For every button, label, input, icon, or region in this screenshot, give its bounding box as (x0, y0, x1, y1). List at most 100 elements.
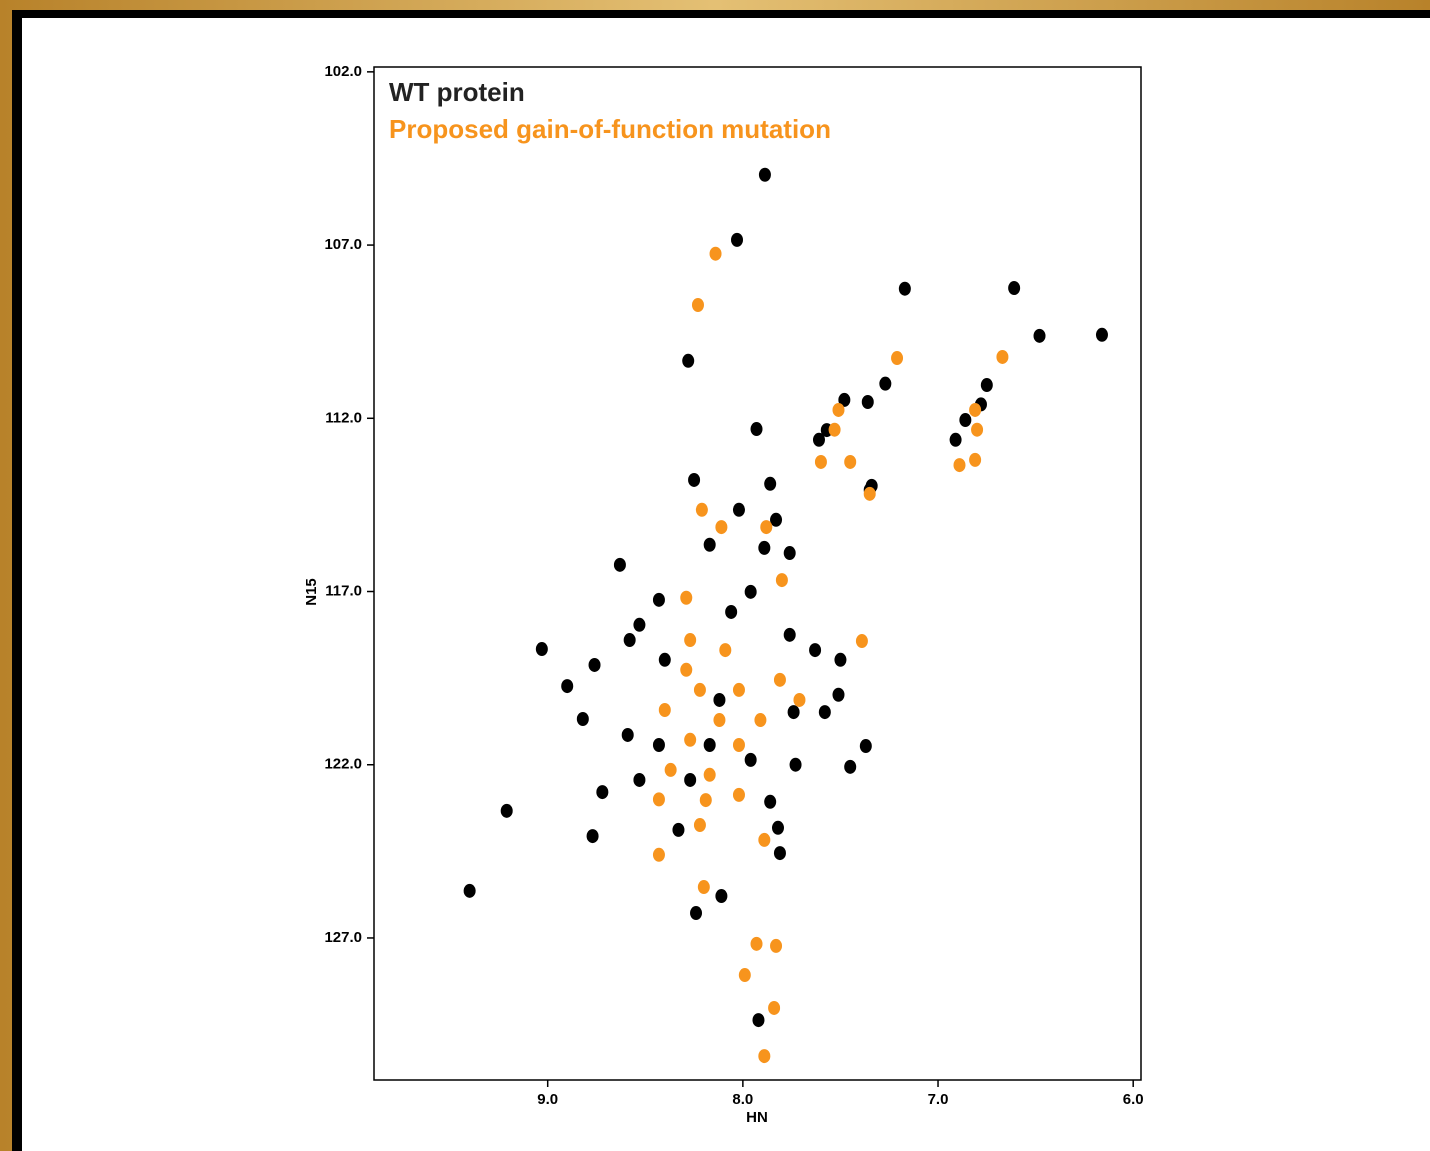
peak (770, 938, 783, 953)
peak (834, 652, 847, 667)
x-tick-label: 7.0 (928, 1091, 949, 1108)
x-tick-label: 9.0 (537, 1091, 558, 1108)
peak (715, 520, 728, 535)
peak (500, 803, 513, 818)
peak (684, 732, 697, 747)
peak (719, 643, 732, 658)
peak (1033, 328, 1046, 343)
peak (652, 737, 665, 752)
x-tick-label: 8.0 (732, 1091, 753, 1108)
peak (463, 883, 476, 898)
peak (969, 452, 982, 467)
peak (672, 822, 685, 837)
peak (832, 402, 845, 417)
peak (535, 642, 548, 657)
peak (682, 353, 695, 368)
peak (693, 818, 706, 833)
peak (695, 502, 708, 517)
peak (613, 557, 626, 572)
peak (758, 167, 771, 182)
peak (787, 705, 800, 720)
peak (809, 643, 822, 658)
peak (652, 847, 665, 862)
peak (771, 820, 784, 835)
peak (680, 590, 693, 605)
peak (814, 454, 827, 469)
peak (768, 1000, 781, 1015)
peak (688, 472, 701, 487)
plot-frame (373, 66, 1142, 1081)
peak (623, 633, 636, 648)
peak (855, 634, 868, 649)
x-axis-label: HN (746, 1109, 768, 1126)
peak (793, 692, 806, 707)
peak (752, 1013, 765, 1028)
peak (789, 757, 802, 772)
peak (561, 679, 574, 694)
peak (1095, 327, 1108, 342)
peak (959, 413, 972, 428)
y-tick-label: 127.0 (324, 929, 362, 946)
peak (738, 968, 751, 983)
peak (713, 713, 726, 728)
peak (588, 657, 601, 672)
y-axis-label: N15 (303, 578, 320, 606)
peak (703, 767, 716, 782)
peak (715, 889, 728, 904)
peak (658, 702, 671, 717)
peak (758, 1049, 771, 1064)
y-tick-label: 122.0 (324, 756, 362, 773)
peak (758, 832, 771, 847)
peak (828, 422, 841, 437)
y-tick-label: 117.0 (325, 582, 362, 599)
peak (783, 546, 796, 561)
peak (863, 486, 876, 501)
peak (764, 476, 777, 491)
peak (832, 687, 845, 702)
peak (773, 846, 786, 861)
peak (709, 246, 722, 261)
peak (732, 737, 745, 752)
peak (732, 502, 745, 517)
peak (838, 392, 851, 407)
legend-entry: WT protein (389, 77, 525, 107)
peak (891, 351, 904, 366)
peak (576, 712, 589, 727)
peak (732, 682, 745, 697)
peak (969, 402, 982, 417)
peak (633, 617, 646, 632)
peak (754, 713, 767, 728)
peak (713, 692, 726, 707)
peak (652, 792, 665, 807)
peak (699, 793, 712, 808)
peak (980, 378, 993, 393)
peak (750, 936, 763, 951)
peak (783, 627, 796, 642)
peak (664, 762, 677, 777)
y-tick-label: 102.0 (324, 63, 362, 80)
peak (971, 422, 984, 437)
peak (953, 458, 966, 473)
peak (996, 349, 1009, 364)
y-tick-label: 112.0 (325, 409, 362, 426)
peak (744, 584, 757, 599)
peak (844, 454, 857, 469)
peak (1008, 281, 1021, 296)
peak (690, 906, 703, 921)
frame (12, 10, 1430, 1151)
peak (680, 662, 693, 677)
peak (859, 739, 872, 754)
peak (812, 432, 825, 447)
peak (586, 829, 599, 844)
x-tick-label: 6.0 (1123, 1091, 1144, 1108)
peak (703, 737, 716, 752)
peak (760, 520, 773, 535)
peak (773, 672, 786, 687)
peak (844, 759, 857, 774)
peak (898, 281, 911, 296)
peak (621, 727, 634, 742)
peak (684, 633, 697, 648)
peak (697, 880, 710, 895)
peak (750, 422, 763, 437)
